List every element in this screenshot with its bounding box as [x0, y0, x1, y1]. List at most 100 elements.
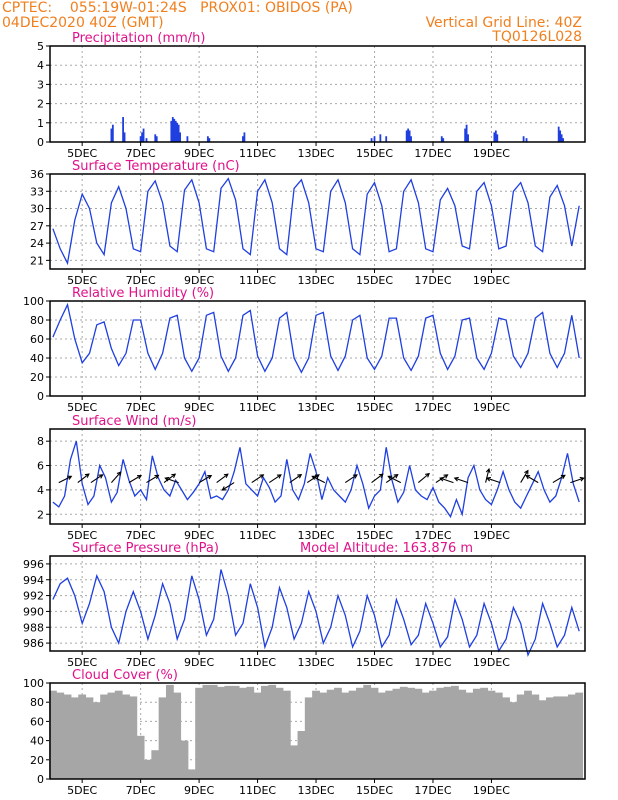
- y-tick-label: 20: [30, 754, 44, 767]
- cloud-bar: [151, 750, 160, 779]
- x-tick-label: 7DEC: [126, 656, 156, 669]
- x-tick-label: 17DEC: [414, 656, 451, 669]
- wind-vector-head: [352, 474, 358, 479]
- x-tick-label: 17DEC: [414, 401, 451, 414]
- precip-bar: [405, 130, 408, 142]
- wind-vector-head: [560, 474, 566, 480]
- wind-vector: [439, 477, 454, 484]
- wind-vector: [198, 475, 212, 484]
- wind-vector-head: [453, 476, 459, 482]
- cloud-bar: [516, 694, 525, 779]
- precip-bar: [408, 130, 411, 142]
- wind-vector-head: [393, 473, 399, 479]
- y-tick-label: 40: [30, 352, 44, 365]
- cloud-bar: [304, 697, 313, 779]
- cloud-bar: [260, 685, 269, 779]
- panel-precip: 0 1 2 3 4 5 5DEC 7DEC 9DEC 11DEC 13DEC 15DEC 17DEC 19…: [37, 31, 586, 160]
- series-line-pres: [52, 569, 580, 658]
- cloud-bar: [56, 692, 65, 779]
- x-tick-label: 13DEC: [297, 147, 334, 160]
- cloud-bar: [107, 692, 116, 779]
- cloud-bar: [421, 692, 430, 779]
- x-tick-label: 5DEC: [67, 147, 97, 160]
- cloud-bar: [290, 745, 299, 779]
- precip-bar: [208, 138, 211, 142]
- wind-vector: [128, 475, 142, 484]
- cloud-bar: [122, 694, 130, 779]
- precip-bar: [110, 128, 113, 142]
- x-tick-label: 15DEC: [356, 147, 393, 160]
- precip-bar: [177, 124, 180, 142]
- x-tick-label: 19DEC: [473, 784, 510, 797]
- y-tick-label: 6: [37, 460, 44, 473]
- precip-bar: [410, 136, 412, 142]
- wind-vector-head: [67, 475, 73, 480]
- wind-vector: [552, 474, 566, 484]
- x-tick-label: 9DEC: [184, 147, 214, 160]
- x-tick-label: 17DEC: [414, 529, 451, 542]
- precip-bar: [111, 124, 114, 142]
- cloud-bar: [392, 688, 401, 779]
- wind-vector-head: [98, 474, 104, 479]
- cloud-bar: [100, 694, 108, 779]
- precip-bar: [174, 120, 177, 142]
- cloud-bar: [217, 686, 225, 779]
- x-tick-label: 11DEC: [239, 784, 276, 797]
- x-tick-label: 13DEC: [297, 274, 334, 287]
- x-tick-label: 15DEC: [356, 401, 393, 414]
- y-tick-label: 1: [37, 117, 44, 130]
- wind-vector: [525, 475, 539, 484]
- plot-frame: [49, 45, 586, 143]
- x-tick-label: 13DEC: [297, 656, 334, 669]
- y-tick-label: 4: [37, 59, 44, 72]
- cloud-bar: [458, 689, 467, 779]
- wind-vector-head: [311, 475, 317, 480]
- wind-vector-head: [387, 475, 393, 480]
- precip-bar: [176, 122, 179, 142]
- wind-vector-head: [439, 476, 445, 482]
- precip-bar: [123, 132, 126, 142]
- wind-vector: [58, 475, 72, 484]
- wind-vector-head: [276, 474, 282, 479]
- precip-bar: [493, 132, 496, 142]
- x-tick-label: 9DEC: [184, 784, 214, 797]
- panel-title: Surface Pressure (hPa): [72, 541, 219, 556]
- wind-vector-head: [443, 474, 449, 479]
- cloud-bar: [355, 687, 364, 779]
- wind-vector: [485, 468, 490, 483]
- wind-vector: [486, 477, 501, 484]
- precip-bar: [170, 120, 173, 142]
- precip-bar: [139, 136, 142, 142]
- cloud-bar: [136, 735, 145, 779]
- x-tick-label: 19DEC: [473, 529, 510, 542]
- cloud-bar: [231, 685, 240, 779]
- y-tick-label: 4: [37, 484, 44, 497]
- panel-rh: 0 20 40 60 80 100 5DEC 7DEC 9DEC 11DEC 13DEC 15DEC 1…: [23, 286, 586, 414]
- cloud-bar: [85, 697, 94, 779]
- cloud-bar: [494, 692, 503, 779]
- cloud-bar: [202, 684, 211, 779]
- y-tick-label: 20: [30, 371, 44, 384]
- cloud-bar: [553, 696, 562, 779]
- cloud-bar: [363, 684, 372, 779]
- y-tick-label: 2: [37, 508, 44, 521]
- wind-vector: [371, 473, 384, 484]
- cloud-bar: [560, 696, 569, 779]
- y-tick-label: 992: [23, 590, 44, 603]
- precip-bar: [154, 134, 157, 142]
- cloud-bar: [114, 690, 123, 779]
- x-tick-label: 19DEC: [473, 401, 510, 414]
- cloud-bar: [158, 697, 167, 779]
- x-tick-label: 9DEC: [184, 529, 214, 542]
- precip-bar: [173, 118, 176, 142]
- precip-bar: [442, 138, 445, 142]
- cloud-bar: [180, 740, 189, 779]
- wind-vector: [344, 474, 358, 484]
- y-tick-label: 36: [30, 168, 44, 181]
- precip-bar: [141, 132, 143, 142]
- date-header: 04DEC2020 40Z (GMT): [2, 15, 164, 31]
- x-tick-label: 5DEC: [67, 784, 97, 797]
- cloud-bar: [341, 692, 350, 779]
- cloud-bar: [319, 692, 328, 779]
- wind-vector-head: [485, 476, 491, 482]
